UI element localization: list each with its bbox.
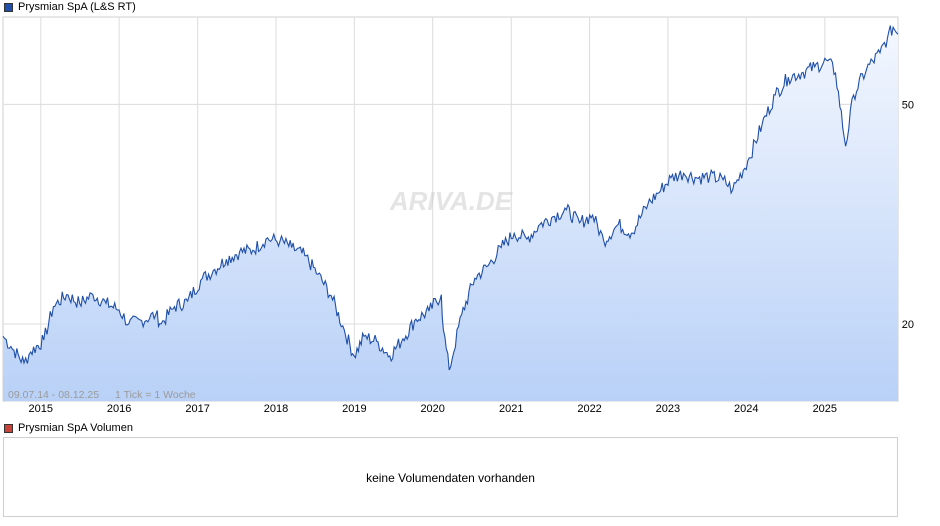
x-tick-label: 2024 [734,403,758,415]
x-axis-labels: 2015 2016 2017 2018 2019 2020 2021 2022 2023 2024… [29,403,838,415]
x-tick-label: 2017 [185,403,209,415]
price-legend: Prysmian SpA (L&S RT) [4,0,136,14]
x-tick-label: 2021 [499,403,523,415]
x-tick-label: 2019 [342,403,366,415]
x-tick-label: 2023 [656,403,680,415]
volume-empty-message: keine Volumendaten vorhanden [366,471,535,485]
volume-legend-swatch [4,423,13,433]
x-tick-label: 2018 [264,403,288,415]
volume-legend-label: Prysmian SpA Volumen [18,422,133,434]
x-tick-label: 2015 [29,403,53,415]
y-tick-label: 50 [902,99,914,111]
watermark: ARIVA.DE [389,186,513,216]
price-area [3,25,898,401]
x-tick-label: 2020 [420,403,444,415]
price-legend-label: Prysmian SpA (L&S RT) [18,1,136,13]
x-tick-label: 2025 [813,403,837,415]
tick-info: 1 Tick = 1 Woche [115,389,196,401]
date-range: 09.07.14 - 08.12.25 [8,389,99,401]
x-tick-label: 2022 [577,403,601,415]
volume-panel: keine Volumendaten vorhanden [3,437,898,517]
price-chart: ARIVA.DE 09.07.14 - 08.12.25 1 Tick = 1 … [2,16,914,415]
price-legend-swatch [4,2,13,12]
volume-legend: Prysmian SpA Volumen [4,421,133,435]
x-tick-label: 2016 [107,403,131,415]
price-line [2,25,899,371]
y-tick-label: 20 [902,319,914,331]
